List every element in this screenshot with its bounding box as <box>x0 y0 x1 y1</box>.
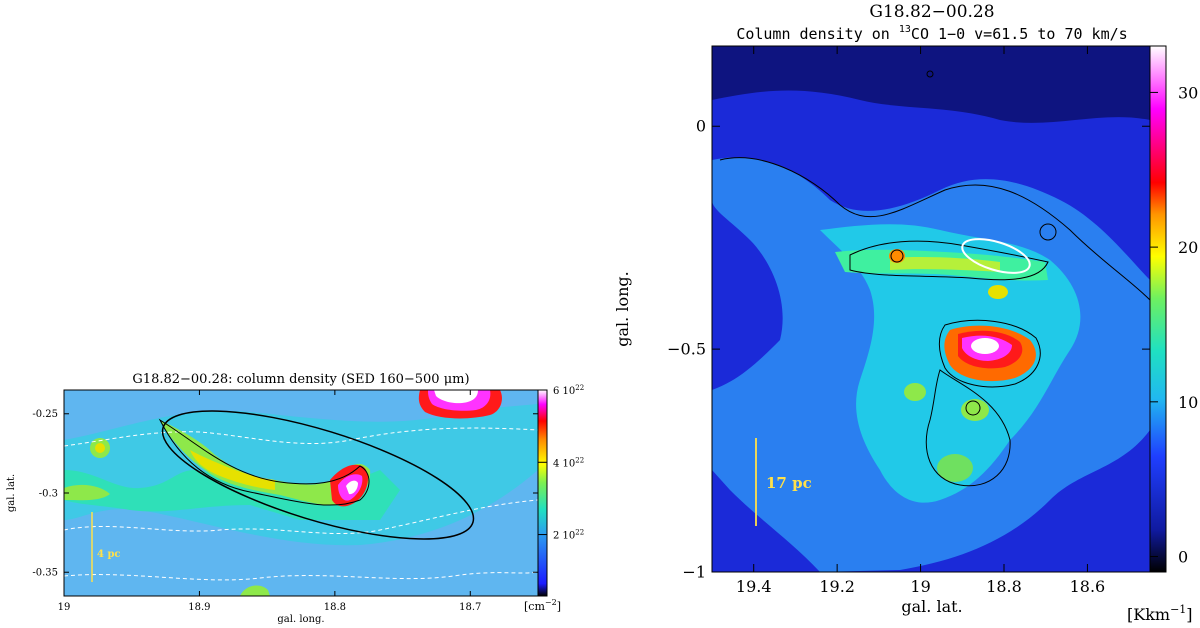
x-tick-label: 18.9 <box>188 602 210 613</box>
left-contour-north <box>64 427 538 447</box>
right-contour-ring1 <box>890 249 904 263</box>
left-y-axis: -0.25 -0.3 -0.35 <box>32 409 538 579</box>
colorbar-tick-label: 6 1022 <box>553 384 584 397</box>
left-filament-yellow <box>190 450 275 490</box>
x-tick-label: 19.4 <box>736 577 772 596</box>
right-panel: G18.82−00.28 Column density on 13CO 1−0 … <box>613 2 1198 624</box>
y-tick-label: -0.25 <box>32 409 58 420</box>
right-colorbar <box>1149 45 1167 573</box>
right-clump-west <box>904 383 926 401</box>
colorbar-tick-label: 2 1022 <box>553 529 584 542</box>
right-colorbar-labels: 30 20 10 0 <box>1150 83 1198 567</box>
y-tick-label: -0.3 <box>39 488 58 499</box>
y-tick-label: 0 <box>696 117 706 136</box>
colorbar-tick-label: 4 1022 <box>553 456 584 469</box>
right-contour-filament <box>849 240 1049 281</box>
right-dark-top <box>712 46 1150 123</box>
left-scalebar-label: 4 pc <box>97 549 121 560</box>
colorbar-tick-label: 10 <box>1178 393 1198 412</box>
left-chart-title: G18.82−00.28: column density (SED 160−50… <box>132 372 469 387</box>
right-colorbar-unit: [Kkm−1] <box>1127 603 1193 624</box>
x-tick-label: 18.8 <box>324 602 346 613</box>
x-tick-label: 18.7 <box>459 602 481 613</box>
x-tick-label: 19 <box>58 602 71 613</box>
right-clump-filament-west <box>889 249 905 263</box>
right-contour-clump <box>938 319 1041 388</box>
colorbar-tick-label: 30 <box>1178 83 1198 102</box>
right-contour-ring3 <box>965 400 981 416</box>
right-scalebar-label: 17 pc <box>766 474 812 492</box>
left-contour-filament <box>158 418 370 506</box>
left-edge-clump <box>64 484 110 501</box>
y-tick-label: −1 <box>682 562 706 581</box>
y-tick-label: −0.5 <box>667 339 706 358</box>
left-clump-west-core <box>95 443 105 453</box>
right-ellipse <box>961 238 1031 274</box>
left-colorbar-unit: [cm−2] <box>524 598 561 613</box>
left-bottom-clump <box>240 585 270 596</box>
right-y-axis: 0 −0.5 −1 <box>667 117 1150 581</box>
left-ellipse <box>161 410 475 540</box>
right-clump-south2 <box>937 454 973 482</box>
left-x-axis-label: gal. long. <box>277 614 324 625</box>
left-contour-bottom <box>64 571 538 581</box>
left-y-axis-label: gal. lat. <box>6 474 17 512</box>
right-chart-title-line2: Column density on 13CO 1−0 v=61.5 to 70 … <box>736 24 1127 43</box>
right-x-axis-label: gal. lat. <box>901 597 962 616</box>
left-heatmap: 4 pc <box>64 390 538 596</box>
colorbar-tick-label: 20 <box>1178 238 1198 257</box>
left-corner-peak <box>434 390 478 404</box>
x-tick-label: 19 <box>910 577 930 596</box>
right-contour-outer <box>719 157 1150 301</box>
left-panel: G18.82−00.28: column density (SED 160−50… <box>6 372 584 625</box>
right-clump-middle <box>988 285 1008 299</box>
x-tick-label: 19.2 <box>819 577 855 596</box>
x-tick-label: 18.6 <box>1070 577 1106 596</box>
right-chart-title-line1: G18.82−00.28 <box>869 2 994 22</box>
left-colorbar <box>537 389 548 597</box>
left-contour-south <box>64 499 538 534</box>
colorbar-tick-label: 0 <box>1178 548 1188 567</box>
right-contour-south <box>925 369 1011 487</box>
x-tick-label: 18.8 <box>986 577 1022 596</box>
right-y-axis-label: gal. long. <box>613 271 632 346</box>
left-x-axis: 19 18.9 18.8 18.7 <box>58 390 481 613</box>
right-heatmap: 17 pc <box>712 46 1150 572</box>
left-colorbar-labels: 6 1022 4 1022 2 1022 <box>538 384 584 542</box>
right-contour-ring2 <box>1039 223 1057 241</box>
right-clump-peak <box>971 338 999 354</box>
right-clump-south <box>961 399 989 421</box>
left-filament-halo <box>64 470 400 520</box>
y-tick-label: -0.35 <box>32 568 58 579</box>
right-x-axis: 19.4 19.2 19 18.8 18.6 <box>736 46 1105 596</box>
left-clump-peak <box>346 480 358 495</box>
right-contour-ring4 <box>926 70 934 78</box>
